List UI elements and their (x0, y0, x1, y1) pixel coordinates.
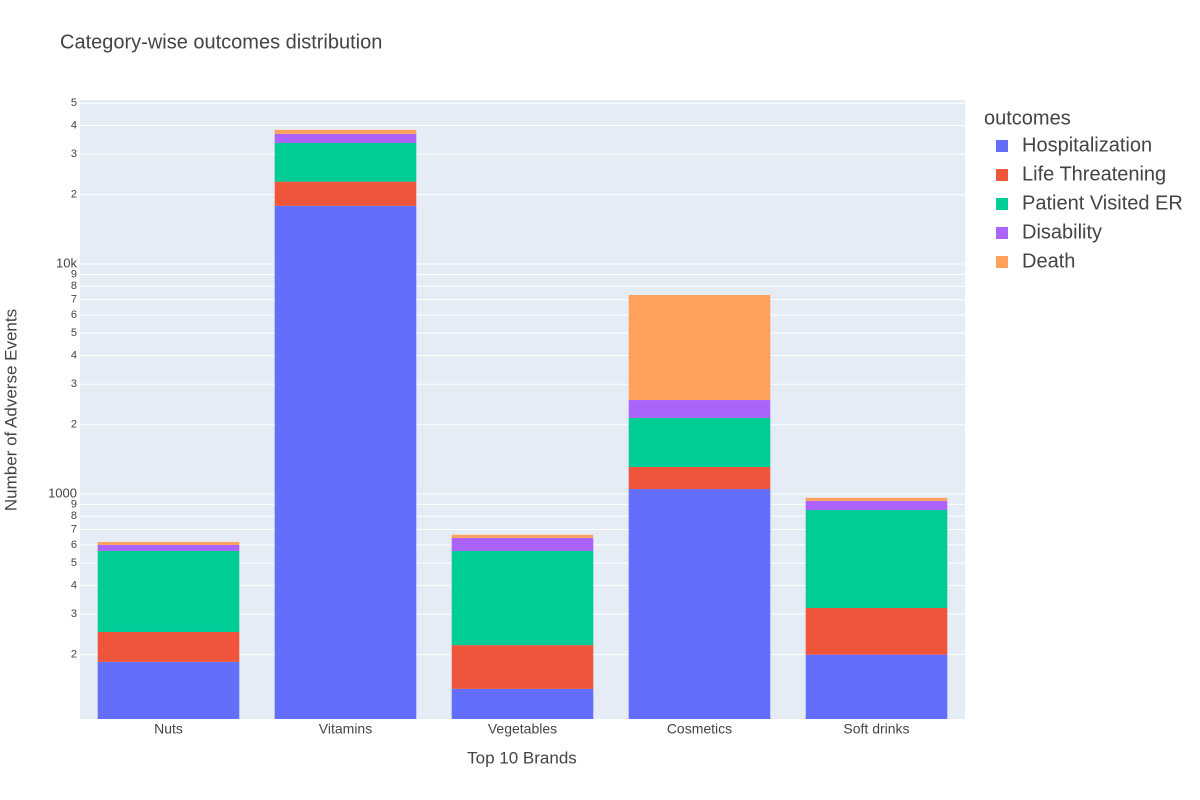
bar-segment (97, 550, 240, 632)
bar-segment (805, 497, 948, 501)
bar-segment (97, 544, 240, 551)
bar-segment (628, 400, 771, 418)
bar-segment (805, 510, 948, 609)
y-tick-label: 9 (71, 498, 77, 510)
y-tick-label: 3 (71, 148, 77, 160)
bar-segment (274, 129, 417, 134)
y-tick-label: 4 (71, 579, 77, 591)
legend-swatch (996, 140, 1008, 152)
y-tick-label: 8 (71, 510, 77, 522)
y-tick-label: 5 (71, 97, 77, 109)
bar-segment (274, 205, 417, 719)
x-axis-title: Top 10 Brands (467, 748, 577, 767)
y-tick-label: 5 (71, 557, 77, 569)
legend-label[interactable]: Death (1022, 250, 1075, 272)
bar-segment (274, 181, 417, 206)
bar-segment (451, 688, 594, 719)
y-tick-label: 7 (71, 523, 77, 535)
bar-segment (628, 417, 771, 467)
bar-segment (274, 142, 417, 182)
bar-segment (628, 294, 771, 401)
x-tick-label: Vitamins (319, 721, 372, 737)
y-tick-label: 5 (71, 327, 77, 339)
bar-segment (805, 654, 948, 719)
bar-segment (274, 133, 417, 143)
y-tick-label: 3 (71, 608, 77, 620)
legend-label[interactable]: Patient Visited ER (1022, 192, 1183, 214)
bar-segment (97, 661, 240, 719)
bar-segment (451, 550, 594, 646)
bar-segment (451, 534, 594, 538)
y-tick-label: 2 (71, 419, 77, 431)
legend-label[interactable]: Life Threatening (1022, 163, 1166, 185)
legend-label[interactable]: Hospitalization (1022, 134, 1152, 156)
y-tick-label: 4 (71, 349, 77, 361)
legend-swatch (996, 198, 1008, 210)
y-tick-label: 2 (71, 649, 77, 661)
x-tick-label: Vegetables (488, 721, 557, 737)
legend-swatch (996, 227, 1008, 239)
legend-title: outcomes (984, 107, 1071, 129)
y-tick-label: 2 (71, 189, 77, 201)
y-tick-label: 1000 (48, 485, 77, 500)
bar-segment (451, 645, 594, 689)
y-tick-label: 6 (71, 309, 77, 321)
bar-segment (628, 466, 771, 490)
x-tick-label: Soft drinks (843, 721, 909, 737)
bar-segment (97, 631, 240, 662)
y-axis-title: Number of Adverse Events (1, 309, 20, 511)
y-tick-label: 10k (56, 255, 77, 270)
y-tick-label: 6 (71, 539, 77, 551)
x-tick-label: Nuts (154, 721, 183, 737)
y-tick-label: 7 (71, 293, 77, 305)
y-tick-label: 4 (71, 119, 77, 131)
bar-segment (628, 489, 771, 719)
y-tick-label: 9 (71, 268, 77, 280)
y-tick-label: 8 (71, 280, 77, 292)
legend-label[interactable]: Disability (1022, 221, 1102, 243)
bar-segment (805, 608, 948, 655)
x-tick-label: Cosmetics (667, 721, 732, 737)
chart-title: Category-wise outcomes distribution (60, 31, 382, 53)
bar-segment (97, 541, 240, 545)
y-tick-label: 3 (71, 378, 77, 390)
legend-swatch (996, 256, 1008, 268)
bar-segment (451, 537, 594, 551)
legend-swatch (996, 169, 1008, 181)
bar-segment (805, 500, 948, 511)
